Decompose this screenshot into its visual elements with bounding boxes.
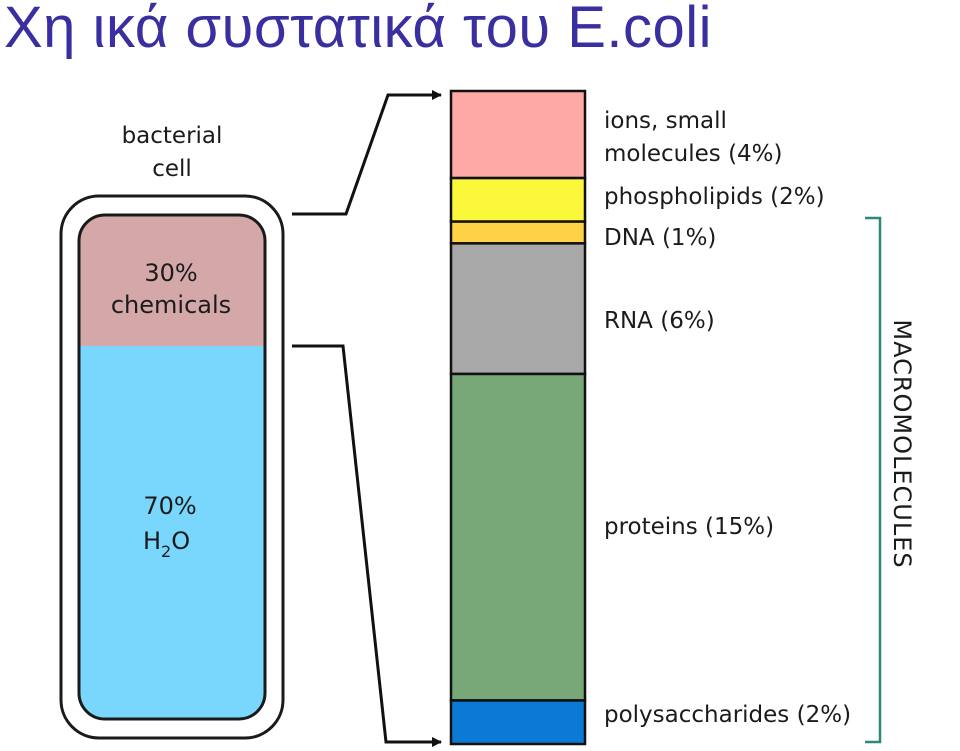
component-label: molecules (4%) (604, 141, 783, 167)
water-fill (79, 346, 265, 719)
macromolecules-bracket (865, 216, 882, 744)
bar-segment (449, 89, 587, 180)
chemicals-fill (79, 215, 265, 346)
bar-segment (449, 372, 587, 702)
bar-segment (449, 220, 587, 245)
cell-label-line1: bacterial (122, 123, 223, 149)
chemicals-label: chemicals (111, 291, 231, 319)
bar-segment (449, 176, 587, 223)
component-label: polysaccharides (2%) (604, 702, 851, 728)
bottom-arrow (292, 344, 442, 747)
component-label: ions, small (604, 108, 727, 134)
macromolecules-label: MACROMOLECULES (888, 319, 916, 568)
cell-label-line2: cell (152, 156, 192, 182)
cell-interior (77, 213, 267, 721)
component-label: DNA (1%) (604, 225, 716, 251)
top-arrow (292, 90, 442, 216)
bar-segment (449, 699, 587, 746)
chemicals-percent: 30% (144, 259, 197, 287)
component-label: proteins (15%) (604, 514, 774, 540)
component-label: phospholipids (2%) (604, 184, 825, 210)
component-label: RNA (6%) (604, 308, 715, 334)
water-percent: 70% (143, 492, 196, 520)
composition-bar (449, 89, 587, 746)
bar-segment (449, 242, 587, 376)
component-labels: ions, small molecules (4%) phospholipids (… (604, 108, 851, 728)
water-formula: H2O (143, 527, 190, 561)
slide-title: Χη ικά συστατικά του E.coli (4, 0, 713, 60)
